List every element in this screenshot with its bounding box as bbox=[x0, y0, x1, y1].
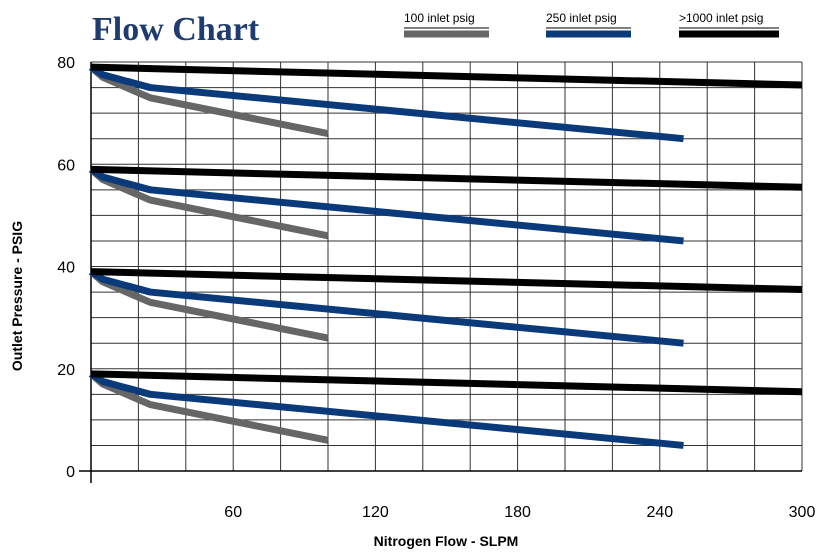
y-tick-label: 60 bbox=[57, 157, 75, 174]
y-tick-label: 80 bbox=[57, 55, 75, 72]
legend: 100 inlet psig 250 inlet psig >1000 inle… bbox=[404, 11, 779, 38]
x-tick-label: 120 bbox=[362, 504, 389, 521]
x-tick-label: 180 bbox=[504, 504, 531, 521]
series-line-250-3 bbox=[89, 370, 684, 449]
x-axis-label: Nitrogen Flow - SLPM bbox=[374, 533, 519, 549]
legend-label-100: 100 inlet psig bbox=[404, 11, 475, 25]
legend-label-250: 250 inlet psig bbox=[546, 11, 617, 25]
x-tick-label: 240 bbox=[646, 504, 673, 521]
series-line-250-2 bbox=[89, 268, 684, 347]
series-line-1000-1 bbox=[90, 165, 803, 191]
series-line-250-1 bbox=[89, 166, 684, 245]
legend-label-1000: >1000 inlet psig bbox=[679, 11, 763, 25]
series-line-250-0 bbox=[89, 64, 684, 143]
chart-title: Flow Chart bbox=[92, 11, 260, 48]
y-axis-label: Outlet Pressure - PSIG bbox=[9, 221, 25, 371]
series-line-1000-0 bbox=[90, 63, 803, 89]
y-tick-label: 40 bbox=[57, 260, 75, 277]
y-tick-label: 0 bbox=[66, 464, 75, 481]
series-line-1000-3 bbox=[90, 370, 803, 396]
tick-labels: 60 120 180 240 300 0 20 40 60 80 bbox=[57, 55, 815, 521]
series-line-1000-2 bbox=[90, 268, 803, 294]
x-tick-label: 300 bbox=[789, 504, 816, 521]
y-tick-label: 20 bbox=[57, 362, 75, 379]
plot-series bbox=[88, 63, 803, 449]
x-tick-label: 60 bbox=[224, 504, 242, 521]
